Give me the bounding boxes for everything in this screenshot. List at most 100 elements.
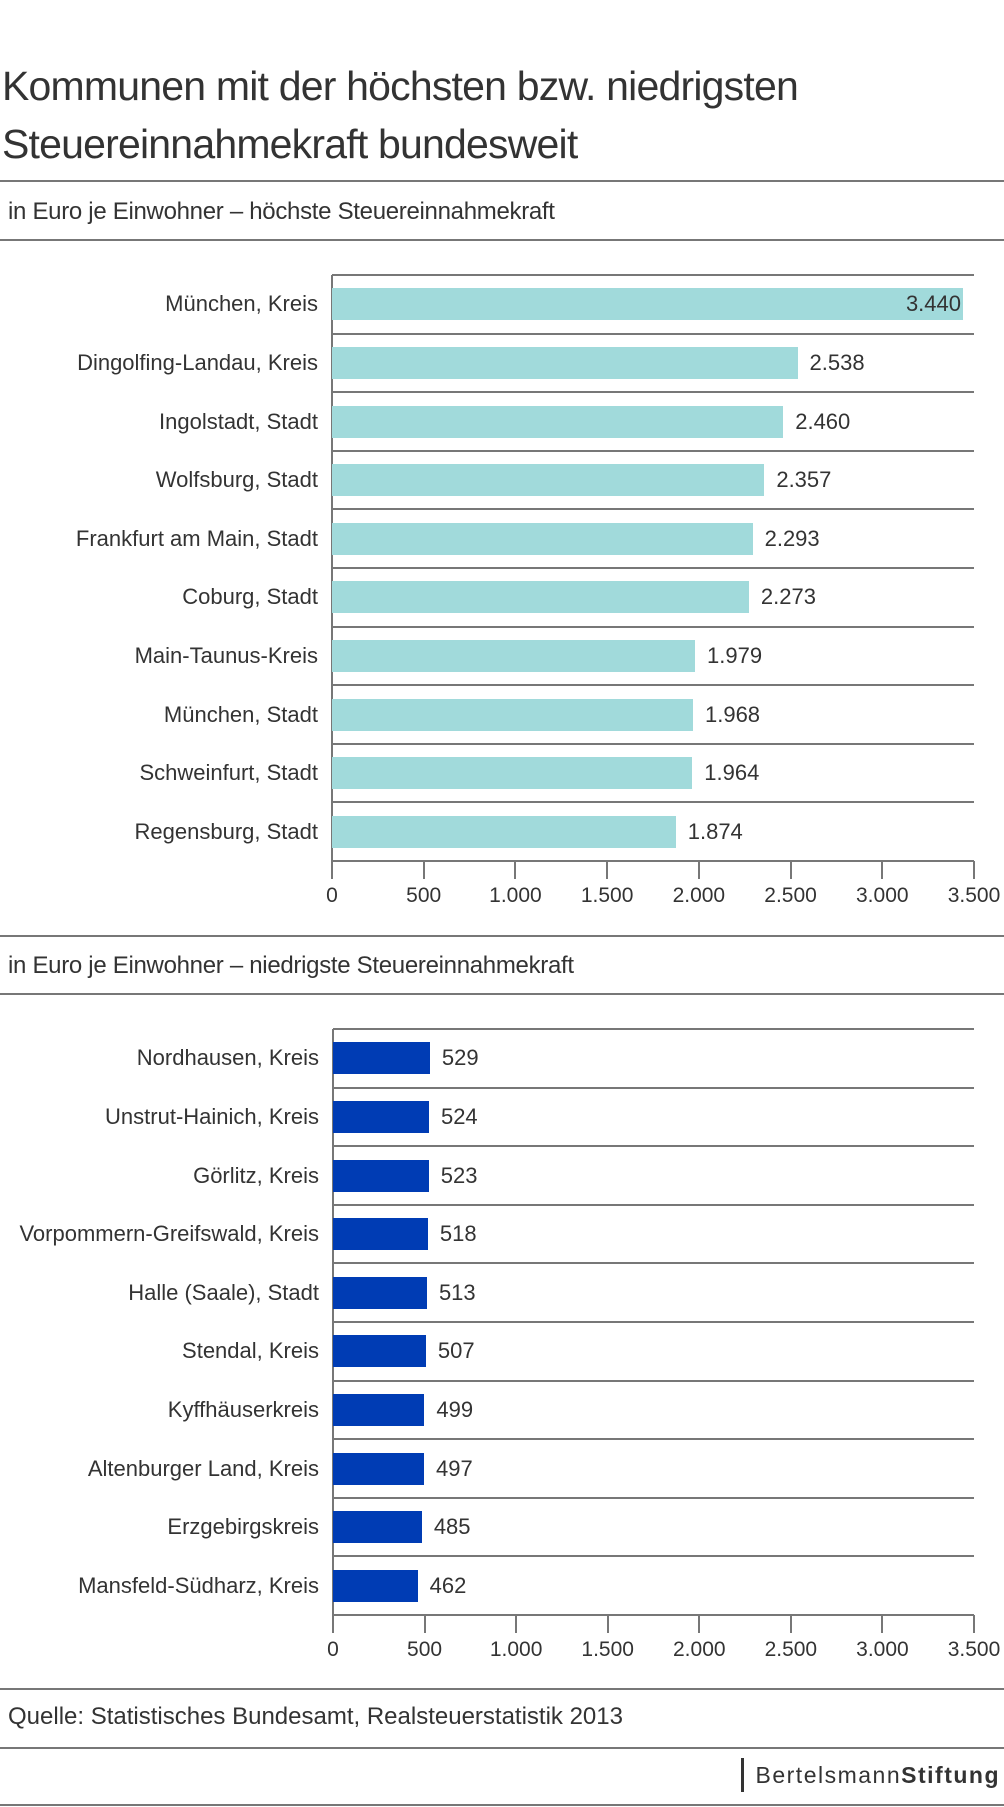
value-label: 1.874 bbox=[687, 818, 743, 844]
x-axis-tick bbox=[514, 861, 517, 879]
category-label: Nordhausen, Kreis bbox=[136, 1045, 319, 1071]
row-gridline bbox=[332, 274, 974, 276]
x-tick-label: 3.000 bbox=[856, 884, 909, 907]
value-label: 513 bbox=[438, 1279, 476, 1305]
bar bbox=[333, 1393, 425, 1426]
value-label: 524 bbox=[440, 1103, 478, 1129]
category-label: Main-Taunus-Kreis bbox=[134, 642, 318, 668]
x-axis-tick bbox=[789, 1615, 792, 1633]
logo-separator bbox=[740, 1758, 744, 1792]
bar bbox=[332, 815, 676, 848]
category-label: Mansfeld-Südharz, Kreis bbox=[78, 1572, 319, 1598]
bar bbox=[332, 346, 798, 379]
x-axis-tick bbox=[973, 861, 975, 879]
category-label: Coburg, Stadt bbox=[182, 584, 318, 610]
row-gridline bbox=[333, 1496, 974, 1499]
logo-text-part1: Bertelsmann bbox=[755, 1761, 902, 1788]
x-axis-tick bbox=[698, 1615, 701, 1633]
row-gridline bbox=[333, 1321, 974, 1323]
top-chart-subtitle: in Euro je Einwohner – höchste Steuerein… bbox=[8, 198, 555, 225]
category-label: Dingolfing-Landau, Kreis bbox=[77, 349, 318, 375]
value-label: 1.968 bbox=[704, 701, 761, 727]
divider bbox=[0, 1688, 1004, 1690]
row-gridline bbox=[333, 1028, 974, 1030]
bar bbox=[332, 522, 753, 555]
category-label: Altenburger Land, Kreis bbox=[87, 1455, 319, 1481]
row-gridline bbox=[333, 1555, 974, 1558]
x-tick-label: 3.500 bbox=[947, 884, 1001, 907]
value-label: 507 bbox=[437, 1338, 475, 1364]
row-gridline bbox=[333, 1438, 974, 1441]
x-axis-tick bbox=[697, 861, 700, 879]
bar bbox=[333, 1511, 422, 1544]
x-tick-label: 0 bbox=[326, 884, 338, 907]
x-axis-tick bbox=[881, 1615, 884, 1633]
bar bbox=[333, 1452, 425, 1485]
value-label: 2.273 bbox=[760, 584, 816, 610]
bertelsmann-stiftung-logo: Bertelsmann Stiftung bbox=[740, 1758, 1000, 1792]
x-tick-label: 1.500 bbox=[580, 884, 634, 907]
logo-text-part2: Stiftung bbox=[901, 1761, 1000, 1788]
row-gridline bbox=[332, 508, 974, 511]
x-axis-tick bbox=[881, 861, 884, 879]
x-axis-tick bbox=[606, 1615, 609, 1633]
divider bbox=[0, 993, 1004, 995]
source-note: Quelle: Statistisches Bundesamt, Realste… bbox=[8, 1703, 623, 1730]
bar bbox=[333, 1042, 430, 1075]
row-gridline bbox=[332, 449, 974, 452]
x-axis-tick bbox=[331, 861, 333, 879]
x-tick-label: 3.500 bbox=[947, 1638, 1001, 1661]
category-label: Schweinfurt, Stadt bbox=[139, 760, 318, 786]
divider bbox=[0, 935, 1004, 937]
chart-title-line1: Kommunen mit der höchsten bzw. niedrigst… bbox=[2, 63, 799, 109]
category-label: Unstrut-Hainich, Kreis bbox=[105, 1103, 319, 1129]
value-label: 529 bbox=[441, 1045, 479, 1071]
value-label: 497 bbox=[436, 1455, 473, 1481]
row-gridline bbox=[333, 1614, 974, 1616]
x-tick-label: 500 bbox=[407, 1638, 443, 1661]
value-label: 499 bbox=[436, 1396, 474, 1422]
value-label: 2.357 bbox=[776, 467, 832, 493]
bar bbox=[333, 1159, 429, 1192]
x-tick-label: 1.000 bbox=[489, 1638, 543, 1661]
row-gridline bbox=[333, 1203, 974, 1206]
row-gridline bbox=[332, 801, 974, 804]
x-tick-label: 500 bbox=[406, 884, 442, 907]
bottom-chart-subtitle: in Euro je Einwohner – niedrigste Steuer… bbox=[8, 952, 574, 979]
row-gridline bbox=[332, 860, 974, 862]
row-gridline bbox=[332, 742, 974, 745]
divider bbox=[0, 239, 1004, 241]
x-tick-label: 2.000 bbox=[672, 884, 726, 907]
row-gridline bbox=[332, 332, 974, 335]
category-label: Regensburg, Stadt bbox=[134, 818, 318, 844]
value-label: 2.538 bbox=[809, 349, 865, 375]
value-label: 523 bbox=[440, 1162, 478, 1188]
category-label: Wolfsburg, Stadt bbox=[155, 467, 318, 493]
bar bbox=[333, 1218, 428, 1251]
value-label: 2.293 bbox=[764, 525, 820, 551]
x-axis-tick bbox=[423, 1615, 426, 1633]
x-tick-label: 1.000 bbox=[489, 884, 542, 907]
bar bbox=[333, 1569, 418, 1602]
x-tick-label: 1.500 bbox=[581, 1638, 634, 1661]
chart-title-line2: Steuereinnahmekraft bundesweit bbox=[2, 121, 578, 167]
category-label: Görlitz, Kreis bbox=[193, 1162, 319, 1188]
x-tick-label: 2.000 bbox=[673, 1638, 726, 1661]
bar bbox=[332, 757, 693, 790]
bar bbox=[332, 581, 749, 614]
bar bbox=[332, 288, 963, 321]
y-axis-line bbox=[331, 275, 333, 879]
category-label: Vorpommern-Greifswald, Kreis bbox=[19, 1221, 319, 1247]
y-axis-line bbox=[332, 1029, 334, 1633]
x-tick-label: 3.000 bbox=[856, 1638, 909, 1661]
category-label: Erzgebirgskreis bbox=[167, 1514, 319, 1540]
bar bbox=[332, 464, 765, 497]
value-label: 518 bbox=[439, 1221, 477, 1247]
x-tick-label: 2.500 bbox=[764, 1638, 818, 1661]
x-axis-tick bbox=[789, 861, 792, 879]
row-gridline bbox=[333, 1145, 974, 1148]
row-gridline bbox=[333, 1262, 974, 1265]
divider bbox=[0, 1747, 1004, 1749]
bar bbox=[332, 698, 693, 731]
divider bbox=[0, 1804, 1004, 1806]
